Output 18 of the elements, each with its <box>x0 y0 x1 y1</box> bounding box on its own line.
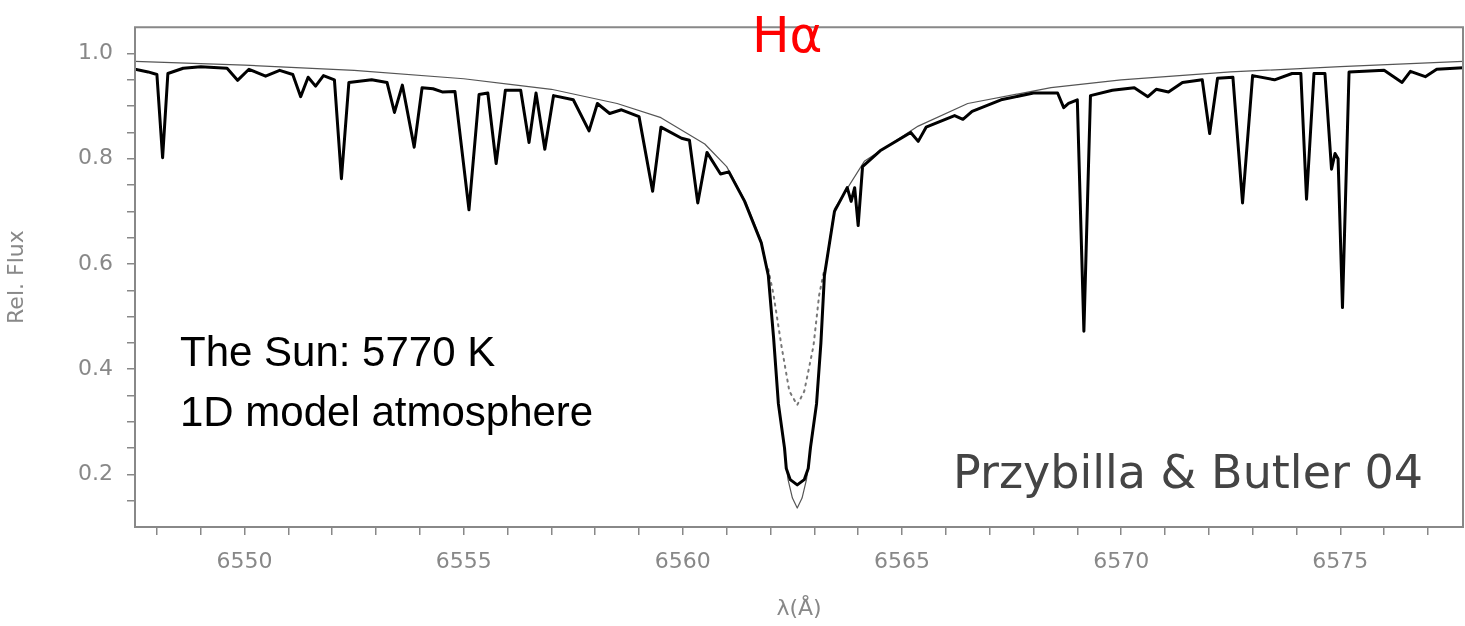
x-tick-label: 6570 <box>1093 547 1150 573</box>
y-tick-label: 0.8 <box>78 144 113 170</box>
annotation: 1D model atmosphere <box>180 388 594 436</box>
x-tick-label: 6555 <box>435 547 492 573</box>
x-tick-label: 6560 <box>654 547 711 573</box>
x-tick-label: 6550 <box>216 547 273 573</box>
y-tick-label: 0.2 <box>78 460 113 486</box>
annotation: Przybilla & Butler 04 <box>953 445 1423 499</box>
annotation: The Sun: 5770 K <box>180 328 496 376</box>
y-tick-label: 0.4 <box>78 354 113 380</box>
line-series <box>767 268 826 406</box>
y-tick-label: 0.6 <box>78 249 113 275</box>
x-tick-label: 6565 <box>874 547 930 573</box>
annotation: Hα <box>752 6 823 64</box>
y-axis-title: Rel. Flux <box>2 230 28 324</box>
y-tick-label: 1.0 <box>78 39 113 65</box>
x-tick-label: 6575 <box>1312 547 1369 573</box>
x-axis-title: λ(Å) <box>776 593 822 620</box>
